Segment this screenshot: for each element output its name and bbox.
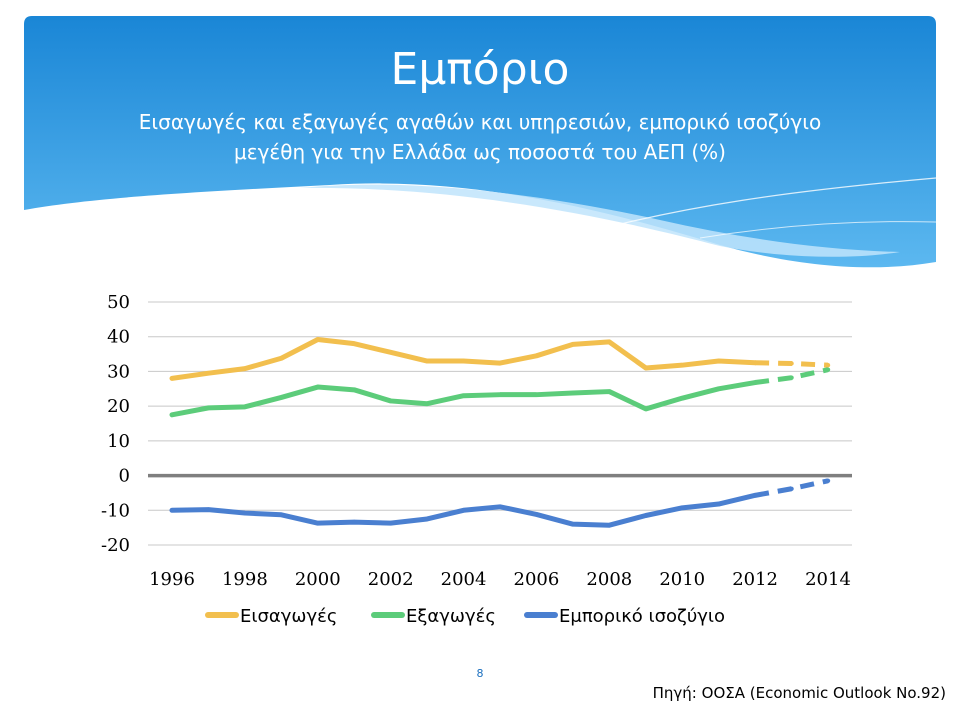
series-1-point	[242, 366, 248, 371]
slide-subtitle: Εισαγωγές και εξαγωγές αγαθών και υπηρεσ…	[60, 107, 900, 167]
series-1-point	[461, 358, 466, 364]
x-tick-label: 2008	[586, 569, 632, 590]
y-tick-label: 0	[119, 466, 130, 487]
x-tick-label: 2014	[805, 569, 851, 590]
series-1-point	[680, 362, 685, 368]
y-tick-label: 20	[107, 396, 130, 417]
series-1-point	[206, 370, 211, 376]
series-3-point	[534, 512, 539, 517]
series-1-point	[388, 350, 393, 355]
series-2-point	[315, 384, 320, 390]
x-tick-label: 1996	[149, 569, 195, 590]
source-note: Πηγή: ΟΟΣΑ (Economic Outlook No.92)	[652, 684, 946, 702]
series-2-point	[716, 386, 721, 391]
y-tick-label: -20	[101, 535, 130, 556]
series-2-point	[206, 405, 211, 411]
series-3-point	[352, 519, 357, 525]
series-2-line	[169, 380, 758, 418]
series-2-point	[825, 367, 831, 372]
series-3-point	[315, 520, 320, 526]
series-3-point	[242, 510, 248, 516]
y-tick-label: 40	[107, 327, 130, 348]
series-1-point	[279, 356, 284, 361]
series-1-point	[643, 365, 648, 371]
series-1-point	[534, 353, 539, 359]
series-3-point	[570, 521, 576, 527]
x-tick-label: 2012	[732, 569, 778, 590]
series-3-point	[680, 505, 685, 511]
series-2-point	[497, 392, 503, 397]
series-2-point	[680, 395, 685, 401]
x-tick-label: 2000	[295, 569, 341, 590]
series-2-point	[570, 390, 576, 396]
series-1-point	[497, 360, 503, 366]
series-3-point	[206, 507, 211, 512]
subtitle-line: μεγέθη για την Ελλάδα ως ποσοστά του ΑΕΠ…	[234, 140, 726, 164]
y-tick-label: -10	[101, 500, 130, 521]
page-number: 8	[476, 667, 484, 680]
series-1-point	[752, 360, 758, 365]
series-3-point	[461, 508, 466, 513]
legend-label: Εισαγωγές	[240, 606, 337, 627]
subtitle-line: Εισαγωγές και εξαγωγές αγαθών και υπηρεσ…	[138, 110, 822, 134]
series-1-point	[607, 339, 612, 345]
series-2-point	[424, 401, 430, 406]
series-2-point	[643, 406, 648, 412]
series-2-point	[461, 393, 466, 398]
series-2-point	[607, 389, 612, 394]
series-2-point	[279, 395, 284, 400]
x-tick-label: 2004	[441, 569, 487, 590]
x-tick-label: 2002	[368, 569, 414, 590]
series-2-point	[169, 412, 175, 418]
legend-label: Εμπορικό ισοζύγιο	[559, 606, 725, 627]
x-tick-label: 1998	[222, 569, 268, 590]
x-tick-label: 2010	[659, 569, 705, 590]
series-2-point	[352, 387, 357, 393]
series-1-point	[716, 358, 721, 364]
series-3-point	[169, 508, 175, 513]
series-1-point	[825, 362, 831, 368]
legend-label: Εξαγωγές	[406, 606, 496, 627]
series-3-point	[643, 513, 648, 518]
series-2-point	[789, 375, 794, 380]
series-3-point	[388, 520, 393, 526]
series-3-point	[752, 493, 758, 498]
series-2-point	[388, 398, 393, 404]
series-1-point	[424, 358, 430, 364]
series-1-point	[315, 337, 320, 342]
y-tick-label: 10	[107, 431, 130, 452]
series-3-projection-line	[754, 478, 829, 498]
header-wave-banner	[24, 16, 937, 268]
series-2-point	[534, 392, 539, 397]
series-3-point	[497, 504, 503, 510]
series-1-point	[789, 361, 794, 366]
series-3-point	[825, 478, 831, 483]
series-2-point	[752, 380, 758, 385]
x-tick-label: 2006	[514, 569, 560, 590]
y-tick-label: 30	[107, 361, 130, 382]
series-1-point	[169, 376, 175, 381]
series-3-point	[279, 512, 284, 517]
series-1-point	[570, 342, 576, 347]
series-3-point	[716, 501, 721, 507]
series-3-point	[607, 523, 612, 528]
series-2-point	[242, 404, 248, 410]
series-3-point	[789, 486, 794, 491]
y-tick-label: 50	[107, 292, 130, 313]
series-3-point	[424, 516, 430, 522]
slide-title: Εμπόριο	[390, 44, 570, 95]
series-1-point	[352, 341, 357, 346]
